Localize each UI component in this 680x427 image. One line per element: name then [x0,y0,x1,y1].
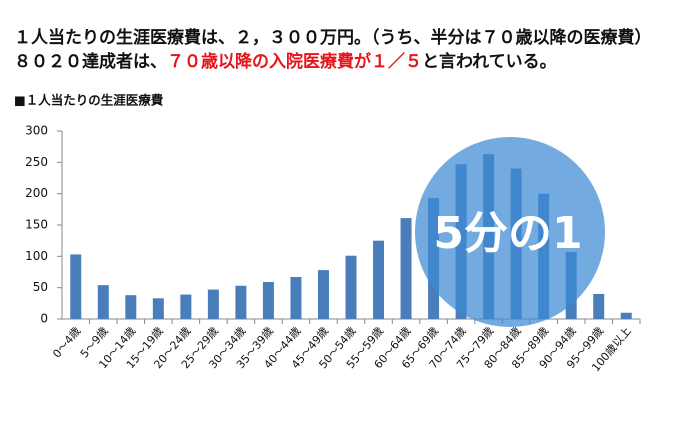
y-tick-label: 250 [25,155,48,169]
header-line-2: ８０２０達成者は、７０歳以降の入院医療費が１／５と言われている。 [14,51,557,72]
chart-title: ■１人当たりの生涯医療費 [14,93,164,108]
bar [593,293,605,319]
bar [373,240,385,319]
plot: 0501001502002503000～4歳5～9歳10～14歳15～19歳20… [25,124,641,374]
bar [400,218,412,319]
header-text: ８０２０達成者は、 [14,51,167,72]
header-text: と言われている。 [422,51,557,72]
bar [345,255,357,319]
bar [317,270,329,319]
y-tick-label: 50 [33,280,48,294]
bar [152,298,164,319]
y-tick-label: 300 [25,124,48,138]
bar [207,289,219,319]
y-tick-label: 0 [40,312,48,326]
annotation: 5分の1 [433,208,582,259]
highlight-circle [415,137,605,327]
y-tick-label: 100 [25,249,48,263]
y-tick-label: 150 [25,218,48,232]
bar [262,282,274,319]
y-tick-label: 200 [25,186,48,200]
bar [180,294,192,319]
bar [290,277,302,319]
x-tick-label: 0～4歳 [50,325,83,361]
bar [70,254,82,319]
bar [235,285,247,319]
bar [97,285,109,319]
bar [620,312,632,319]
bar [125,295,137,319]
header-highlight: ７０歳以降の入院医療費が１／５ [167,51,422,72]
header-line-1: １人当たりの生涯医療費は、２，３００万円。（うち、半分は７０歳以降の医療費） [14,27,652,48]
